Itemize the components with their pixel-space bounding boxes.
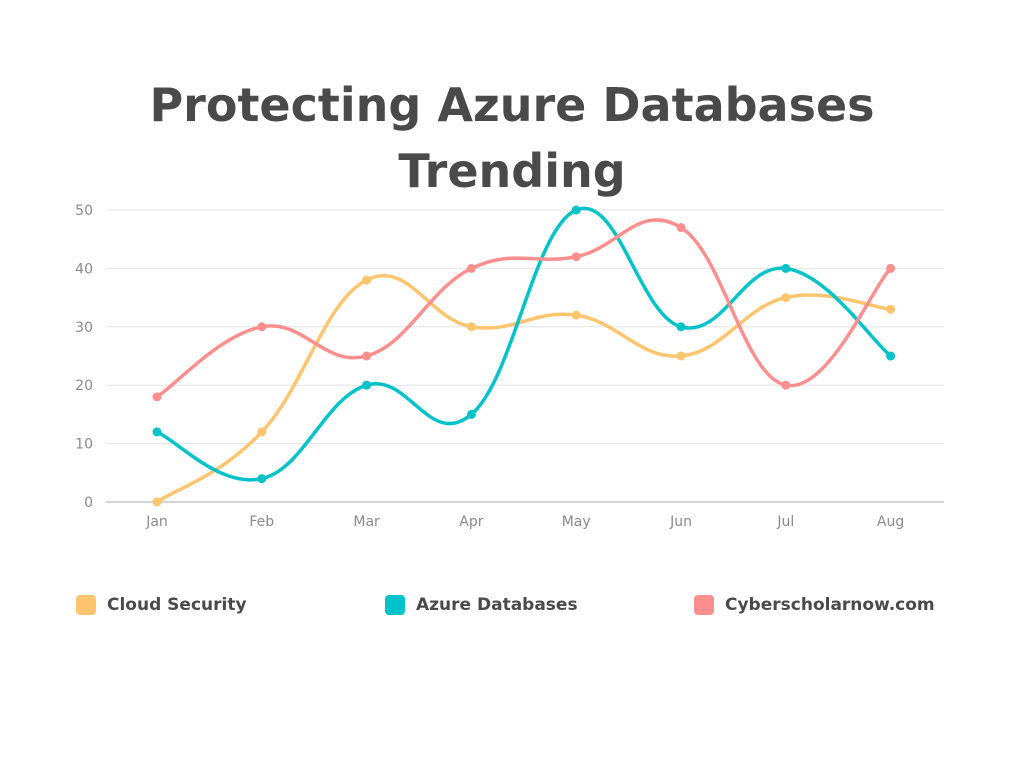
series-line-cloud-security <box>155 273 893 504</box>
legend-item-azure-databases: Azure Databases <box>385 590 578 620</box>
legend-item-cloud-security: Cloud Security <box>76 590 247 620</box>
data-point-azure-databases-apr <box>466 409 476 419</box>
data-point-azure-databases-feb <box>257 474 267 484</box>
legend-label-azure-databases: Azure Databases <box>416 595 578 615</box>
data-point-cloud-security-aug <box>886 304 896 314</box>
x-tick-label-jul: Jul <box>776 514 794 530</box>
data-point-cloud-security-mar <box>362 275 372 285</box>
legend-swatch-cloud-security <box>76 595 96 615</box>
x-tick-label-jun: Jun <box>669 514 692 530</box>
data-point-cyberscholarnow-com-aug <box>886 263 896 273</box>
data-point-cyberscholarnow-com-jul <box>781 380 791 390</box>
chart-title-line-2: Trending <box>398 144 626 198</box>
y-tick-label-30: 30 <box>75 320 93 336</box>
data-point-cloud-security-jun <box>676 351 686 361</box>
y-tick-label-50: 50 <box>75 203 93 219</box>
x-tick-label-jan: Jan <box>145 514 168 530</box>
data-point-cloud-security-jul <box>781 293 791 303</box>
series-line-azure-databases <box>155 206 893 482</box>
data-point-azure-databases-mar <box>362 380 372 390</box>
y-tick-label-10: 10 <box>75 437 93 453</box>
data-point-azure-databases-jul <box>781 263 791 273</box>
y-tick-label-40: 40 <box>75 261 93 277</box>
legend-item-cyberscholarnow: Cyberscholarnow.com <box>694 590 935 620</box>
data-point-azure-databases-may <box>571 205 581 215</box>
data-point-cyberscholarnow-com-mar <box>362 351 372 361</box>
data-point-cyberscholarnow-com-jun <box>676 223 686 233</box>
legend-label-cloud-security: Cloud Security <box>107 595 247 615</box>
data-point-azure-databases-aug <box>886 351 896 361</box>
data-point-azure-databases-jan <box>152 427 162 437</box>
x-tick-label-mar: Mar <box>353 514 380 530</box>
legend-swatch-cyberscholarnow <box>694 595 714 615</box>
data-point-azure-databases-jun <box>676 322 686 332</box>
data-point-cyberscholarnow-com-jan <box>152 392 162 402</box>
chart-legend: Cloud Security Azure Databases Cyberscho… <box>0 590 1024 620</box>
legend-swatch-azure-databases <box>385 595 405 615</box>
x-tick-label-aug: Aug <box>877 514 904 530</box>
data-point-cloud-security-apr <box>466 322 476 332</box>
y-tick-label-0: 0 <box>84 495 93 511</box>
x-tick-label-feb: Feb <box>249 514 274 530</box>
chart-title: Protecting Azure Databases Trending <box>0 72 1024 204</box>
chart-title-line-1: Protecting Azure Databases <box>149 78 875 132</box>
x-tick-label-apr: Apr <box>459 514 483 530</box>
data-point-cloud-security-feb <box>257 427 267 437</box>
data-point-cyberscholarnow-com-may <box>571 252 581 262</box>
data-point-cyberscholarnow-com-apr <box>466 263 476 273</box>
data-point-cloud-security-may <box>571 310 581 320</box>
data-point-cloud-security-jan <box>152 497 162 507</box>
legend-label-cyberscholarnow: Cyberscholarnow.com <box>725 595 935 615</box>
data-point-cyberscholarnow-com-feb <box>257 322 267 332</box>
x-tick-label-may: May <box>562 514 591 530</box>
y-tick-label-20: 20 <box>75 378 93 394</box>
